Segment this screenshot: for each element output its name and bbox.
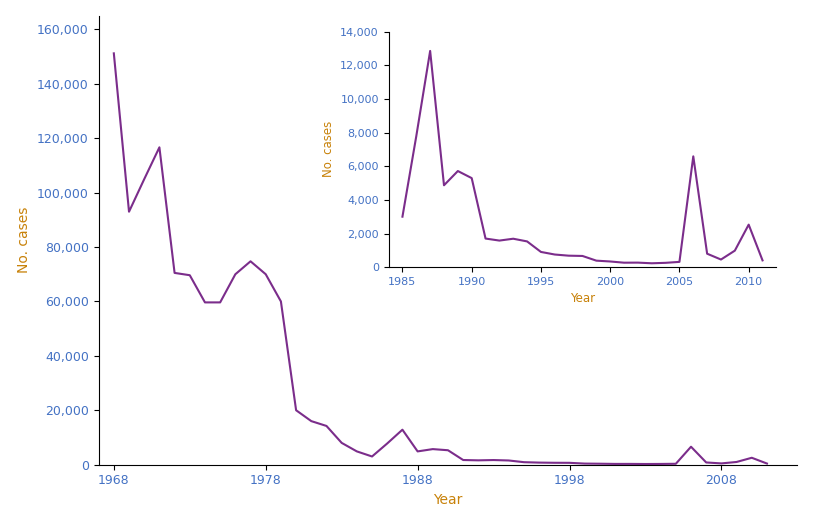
X-axis label: Year: Year [570,293,595,305]
Y-axis label: No. cases: No. cases [17,207,31,274]
Y-axis label: No. cases: No. cases [321,121,335,177]
X-axis label: Year: Year [433,493,463,507]
